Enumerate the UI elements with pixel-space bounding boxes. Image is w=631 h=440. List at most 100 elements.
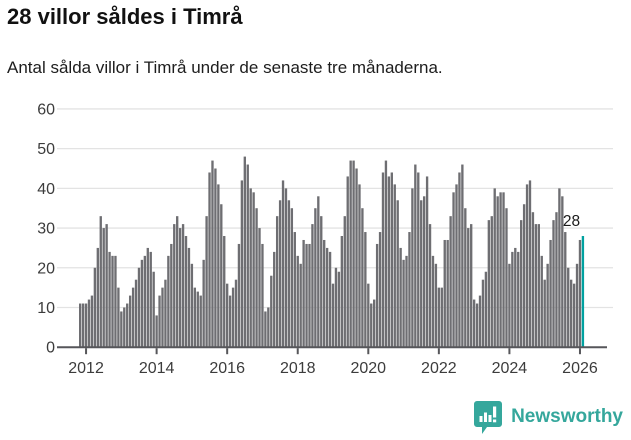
bar xyxy=(493,188,496,348)
bar xyxy=(114,255,117,348)
bar xyxy=(514,247,517,348)
bar xyxy=(472,299,476,348)
bar xyxy=(422,196,426,348)
highlight-value-label: 28 xyxy=(563,213,580,230)
bar xyxy=(228,295,232,348)
bar xyxy=(155,315,158,348)
bar xyxy=(184,236,188,348)
bar xyxy=(340,236,344,348)
bar xyxy=(364,232,367,348)
bar xyxy=(208,172,211,348)
bar xyxy=(540,255,543,348)
bar xyxy=(96,247,99,348)
bar xyxy=(293,232,296,348)
bar xyxy=(431,255,435,348)
bar xyxy=(337,271,341,348)
x-tick-label: 2012 xyxy=(68,360,104,377)
bar xyxy=(178,228,182,348)
bar xyxy=(461,164,464,348)
y-tick-label: 20 xyxy=(37,260,55,277)
bar xyxy=(546,263,549,348)
bar xyxy=(117,287,120,348)
bar xyxy=(552,220,555,348)
bar xyxy=(223,236,226,348)
bar xyxy=(408,232,411,348)
bar xyxy=(502,192,505,348)
bar xyxy=(102,228,105,348)
chart-subtitle: Antal sålda villor i Timrå under de sena… xyxy=(7,58,443,77)
bar xyxy=(164,279,167,348)
bar xyxy=(158,295,161,348)
bar xyxy=(572,283,576,348)
newsworthy-logo: Newsworthy xyxy=(473,399,623,435)
bar xyxy=(108,251,111,348)
bar xyxy=(346,176,349,348)
x-tick-label: 2020 xyxy=(350,360,386,377)
bar xyxy=(490,216,493,348)
bar xyxy=(137,267,141,348)
bar xyxy=(270,275,273,348)
bar xyxy=(290,208,294,348)
bar xyxy=(508,263,511,348)
bar xyxy=(358,184,361,348)
bar xyxy=(537,224,540,348)
bar xyxy=(481,279,485,348)
bar xyxy=(287,200,291,348)
bar xyxy=(308,243,311,348)
bar xyxy=(449,216,452,348)
bar xyxy=(475,303,479,348)
x-tick-label: 2014 xyxy=(139,360,175,377)
bar xyxy=(231,287,235,348)
bar xyxy=(152,271,155,348)
bar xyxy=(81,303,85,348)
bar xyxy=(543,279,546,348)
bar xyxy=(434,263,438,348)
bar xyxy=(275,216,279,348)
bar xyxy=(564,232,567,348)
bar xyxy=(193,287,197,348)
bar xyxy=(93,267,97,348)
bar xyxy=(176,216,179,348)
bar xyxy=(211,160,214,348)
bar xyxy=(355,168,358,348)
bar xyxy=(555,212,558,348)
bar xyxy=(387,176,391,348)
bar xyxy=(167,255,170,348)
bar xyxy=(558,188,561,348)
bar xyxy=(370,303,373,348)
bar xyxy=(328,251,332,348)
bar xyxy=(531,212,535,348)
bar xyxy=(496,196,499,348)
bar xyxy=(87,299,91,348)
bar xyxy=(396,200,399,348)
bar xyxy=(511,251,514,348)
bar xyxy=(470,224,473,348)
bar xyxy=(467,228,470,348)
bar xyxy=(202,259,205,348)
bar xyxy=(520,220,523,348)
bar xyxy=(79,303,82,348)
bar xyxy=(258,228,261,348)
bar xyxy=(199,295,202,348)
bar xyxy=(123,307,126,348)
bar xyxy=(405,255,408,348)
bar xyxy=(367,283,370,348)
bar xyxy=(131,287,135,348)
bar xyxy=(217,184,220,348)
bar xyxy=(305,243,308,348)
bar xyxy=(278,200,282,348)
bar xyxy=(252,192,255,348)
bar xyxy=(281,180,285,348)
bar xyxy=(361,208,364,348)
bar xyxy=(428,224,432,348)
bar xyxy=(417,172,420,348)
bar xyxy=(534,224,538,348)
bar xyxy=(220,204,223,348)
bar xyxy=(261,243,264,348)
bar xyxy=(443,239,446,348)
bar xyxy=(302,239,305,348)
bar xyxy=(317,196,320,348)
bar xyxy=(414,164,417,348)
bar xyxy=(99,216,102,348)
